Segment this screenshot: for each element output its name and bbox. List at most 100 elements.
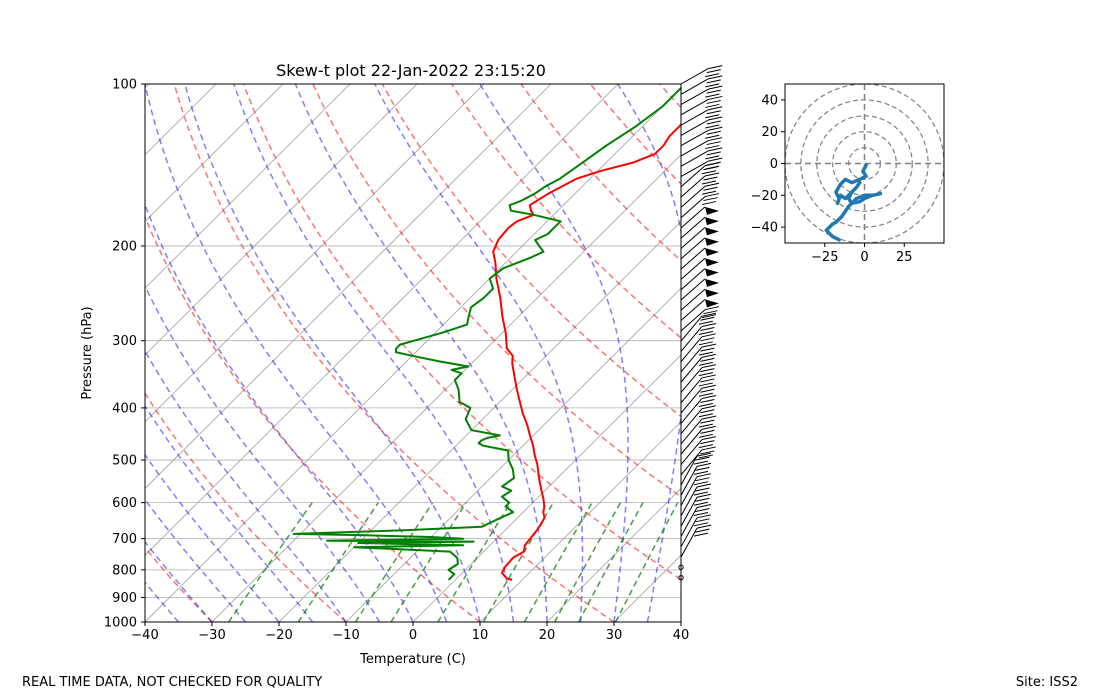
hodo-y-tick-label: 0 xyxy=(770,157,778,172)
hodograph-panel: −25 0 25 −40 −20 0 20 40 xyxy=(751,83,945,265)
barb-feather xyxy=(698,392,713,397)
barb-staff xyxy=(680,196,706,219)
wind-barb xyxy=(680,237,719,260)
barb-feather xyxy=(695,528,710,533)
barb-feather xyxy=(703,310,718,315)
barb-feather xyxy=(708,126,723,131)
isotherm-line xyxy=(546,487,681,622)
isotherm-line xyxy=(479,421,681,622)
barb-feather xyxy=(698,423,713,428)
site-label: Site: ISS2 xyxy=(1016,675,1078,690)
dewpoint-profile xyxy=(292,86,681,581)
barb-feather xyxy=(705,124,720,129)
calm-circle xyxy=(678,574,684,581)
wind-barb xyxy=(680,299,719,321)
moist-adiabat xyxy=(145,202,414,622)
wind-barb xyxy=(680,446,716,476)
barb-staff xyxy=(680,278,706,301)
isotherm-line xyxy=(345,287,681,622)
isotherm-line xyxy=(145,84,351,289)
barb-pennant xyxy=(704,237,719,246)
barb-staff xyxy=(680,315,703,342)
sounding-profiles xyxy=(292,86,681,581)
y-axis-label: Pressure (hPa) xyxy=(80,306,95,399)
barb-feather xyxy=(698,454,713,459)
barb-feather xyxy=(698,413,713,418)
wind-barbs xyxy=(678,65,723,581)
wind-barb xyxy=(680,247,719,270)
hodo-x-tick-label: −25 xyxy=(811,250,838,265)
barb-feather xyxy=(708,137,723,142)
barb-staff xyxy=(680,387,703,414)
barb-feather xyxy=(700,327,715,332)
barb-staff xyxy=(680,408,703,434)
barb-staff xyxy=(680,309,706,332)
barb-feather xyxy=(695,466,710,471)
barb-feather xyxy=(695,497,710,502)
dry-adiabat xyxy=(312,84,681,498)
barb-feather xyxy=(695,456,710,461)
barb-staff xyxy=(680,247,706,270)
y-tick-label: 200 xyxy=(112,239,137,254)
barb-feather xyxy=(693,512,709,517)
barb-pennant xyxy=(704,289,719,298)
moist-adiabat-lines xyxy=(145,84,681,622)
wind-barb xyxy=(680,85,723,106)
barb-staff xyxy=(680,336,703,363)
wind-barb xyxy=(680,206,719,229)
barb-feather xyxy=(700,399,715,404)
wind-barb xyxy=(680,75,723,95)
barb-feather xyxy=(700,409,715,414)
hodograph-line xyxy=(824,163,883,242)
barb-feather xyxy=(708,95,723,100)
barb-feather xyxy=(708,65,723,70)
dry-adiabat-lines xyxy=(145,84,681,622)
hodo-y-tick-label: 40 xyxy=(761,93,778,108)
barb-staff xyxy=(680,357,703,383)
isotherm-lines xyxy=(145,84,681,622)
barb-feather xyxy=(706,130,721,135)
barb-feather xyxy=(701,415,716,420)
barb-feather xyxy=(708,85,723,90)
y-tick-label: 1000 xyxy=(104,616,137,631)
barb-feather xyxy=(705,93,720,98)
barb-staff xyxy=(680,497,698,527)
barb-feather xyxy=(700,347,715,352)
wind-barb xyxy=(680,364,716,393)
y-tick-label: 100 xyxy=(112,78,137,93)
moist-adiabat xyxy=(233,84,515,622)
wind-barb xyxy=(680,333,716,363)
barb-staff xyxy=(680,150,709,167)
barb-feather xyxy=(701,180,717,185)
barb-feather xyxy=(693,522,709,527)
barb-feather xyxy=(705,145,720,150)
barb-feather xyxy=(701,314,717,319)
x-tick-label: 0 xyxy=(409,628,417,643)
barb-staff xyxy=(680,160,709,177)
barb-feather xyxy=(698,331,713,336)
wind-barb xyxy=(680,395,716,424)
barb-feather xyxy=(703,186,718,191)
barb-feather xyxy=(700,419,715,424)
wind-barb xyxy=(680,473,712,506)
barb-feather xyxy=(708,116,723,121)
barb-staff xyxy=(680,288,706,311)
barb-feather xyxy=(701,446,716,451)
hodo-y-tick-label: 20 xyxy=(761,125,778,140)
dry-adiabat xyxy=(173,84,615,622)
barb-feather xyxy=(693,470,709,475)
barb-feather xyxy=(698,372,713,377)
wind-barb xyxy=(680,193,720,219)
barb-staff xyxy=(680,367,703,393)
barb-feather xyxy=(698,351,713,356)
barb-feather xyxy=(701,343,716,348)
barb-staff xyxy=(680,68,709,85)
dry-adiabat xyxy=(451,84,681,339)
barb-feather xyxy=(700,388,715,393)
barb-feather xyxy=(706,99,721,104)
isotherm-line xyxy=(145,84,284,223)
moist-adiabat xyxy=(145,284,381,622)
barb-pennant xyxy=(704,258,719,267)
pressure-axis: 100 200 300 400 500 600 700 800 900 1000 xyxy=(104,78,145,631)
